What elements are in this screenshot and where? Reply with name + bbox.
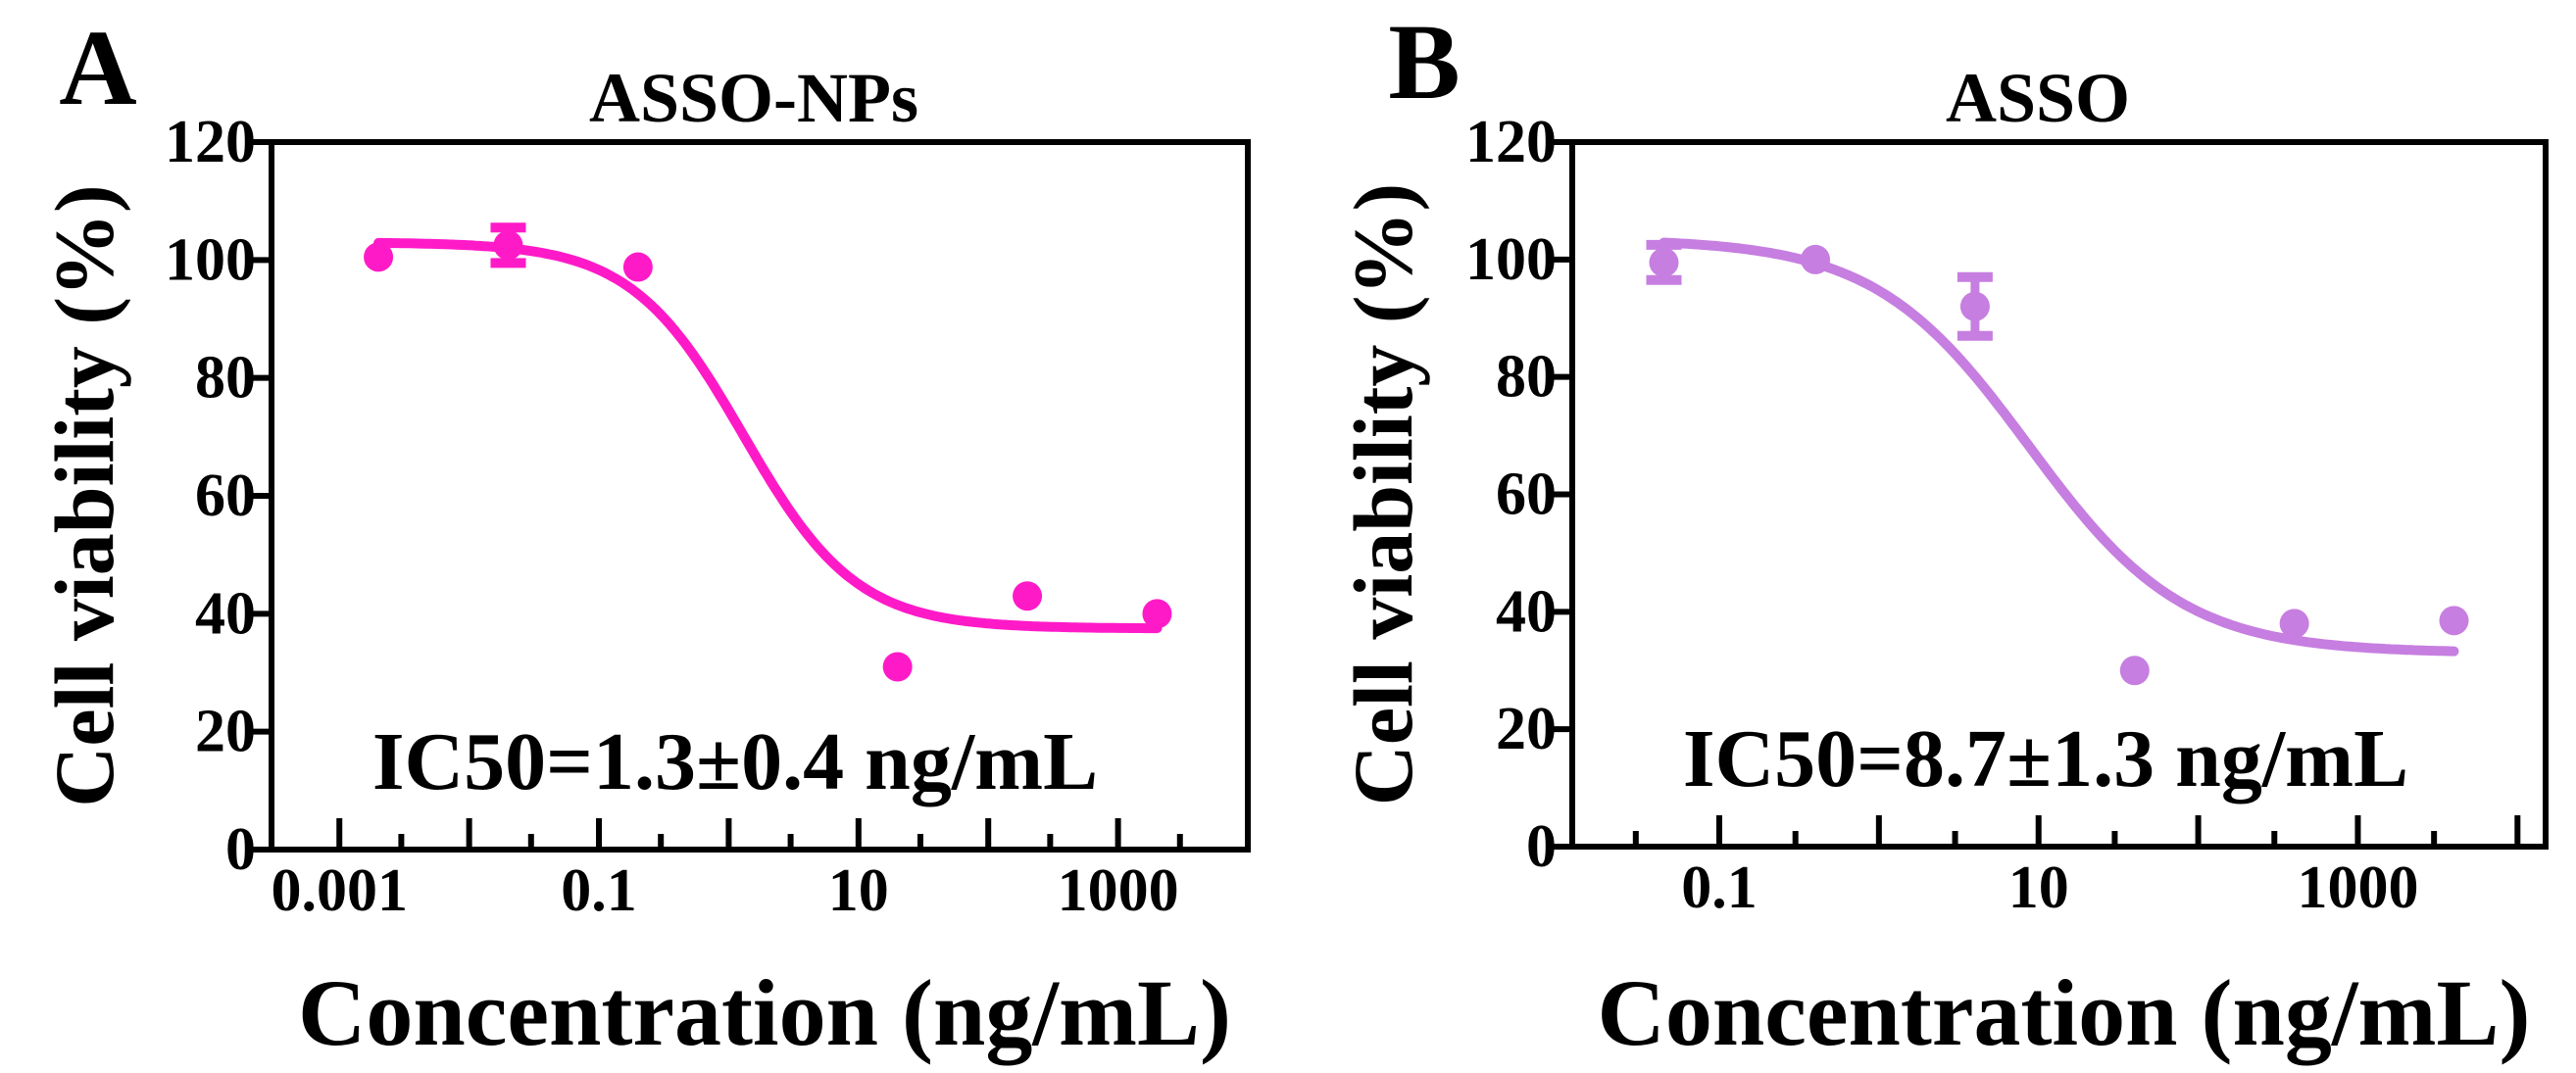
data-point [2439,606,2469,636]
panel-a: A ASSO-NPs 0 20 40 60 80 100 120 0.001 0.1 10 1000 Co… [37,8,1251,1065]
y-tick-label: 80 [1496,344,1557,411]
fit-curve [1659,237,2459,657]
data-point [364,242,394,272]
y-tick-label: 80 [195,345,256,412]
y-tick-label: 0 [225,816,256,883]
y-tick-label: 120 [1465,109,1557,175]
x-tick-label: 0.1 [561,857,637,924]
data-point [1959,291,1990,321]
x-axis-label: Concentration (ng/mL) [298,960,1231,1065]
y-tick-label: 100 [165,226,256,293]
panel-b: B ASSO 0 20 40 60 80 100 120 0.1 10 1000 Concentrati… [1336,2,2549,1065]
ic50-annotation: IC50=1.3±0.4 ng/mL [372,716,1098,807]
x-tick-label: 10 [828,857,889,924]
y-axis-label: Cell viability (%) [37,184,131,806]
data-point [1801,244,1831,274]
x-tick-label: 10 [2008,854,2069,921]
y-tick-label: 60 [1496,462,1557,528]
y-tick-label: 0 [1526,813,1557,880]
data-point [622,252,653,282]
data-point [493,230,523,261]
data-point [2279,609,2309,639]
data-point [882,652,913,682]
data-point [2119,656,2150,686]
ic50-annotation: IC50=8.7±1.3 ng/mL [1683,713,2408,805]
data-point [1649,247,1679,277]
panel-label: A [59,8,136,127]
data-point [1013,581,1043,611]
y-tick-label: 20 [1496,696,1557,762]
y-tick-label: 40 [195,580,256,647]
y-tick-label: 100 [1465,226,1557,293]
x-tick-label: 0.001 [271,857,408,924]
data-point [1142,599,1172,629]
y-tick-label: 40 [1496,578,1557,645]
x-tick-label: 1000 [2297,854,2418,921]
chart-title: ASSO [1946,59,2130,137]
y-axis-label: Cell viability (%) [1336,183,1430,805]
x-axis-label: Concentration (ng/mL) [1598,960,2531,1065]
fit-curve [373,237,1163,634]
chart-title: ASSO-NPs [589,59,918,137]
y-tick-label: 20 [195,699,256,765]
x-tick-label: 0.1 [1681,854,1758,921]
panel-label: B [1388,2,1460,122]
y-tick-label: 60 [195,463,256,529]
y-tick-label: 120 [165,109,256,175]
x-tick-label: 1000 [1058,857,1179,924]
